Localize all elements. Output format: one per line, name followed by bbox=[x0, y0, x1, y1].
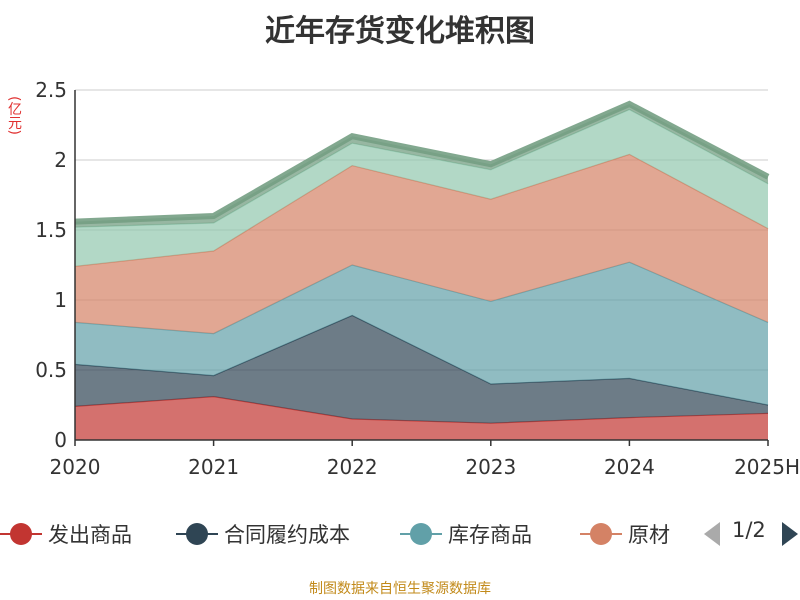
y-tick-label: 2.5 bbox=[35, 78, 67, 102]
legend-item[interactable]: 原材 bbox=[580, 516, 670, 552]
series-line-6 bbox=[74, 100, 770, 225]
legend-marker-icon bbox=[176, 516, 218, 552]
series-line-2 bbox=[74, 314, 769, 406]
x-tick-label: 2020 bbox=[50, 455, 101, 479]
legend-page-indicator: 1/2 bbox=[732, 518, 766, 542]
y-tick-label: 0.5 bbox=[35, 358, 67, 382]
x-tick-label: 2025H bbox=[734, 455, 800, 479]
legend-pager: 1/2 bbox=[700, 516, 800, 552]
legend-marker-icon bbox=[580, 516, 622, 552]
legend-label: 发出商品 bbox=[48, 523, 132, 547]
source-note: 制图数据来自恒生聚源数据库 bbox=[309, 581, 491, 597]
y-tick-label: 1 bbox=[54, 288, 67, 312]
x-tick-label: 2024 bbox=[604, 455, 655, 479]
series-area-2 bbox=[75, 315, 768, 424]
series-area-4 bbox=[75, 154, 768, 334]
y-axis-unit: (亿元) bbox=[6, 96, 22, 135]
series-area-1 bbox=[75, 396, 768, 440]
legend-label: 原材 bbox=[628, 523, 670, 547]
series-area-5 bbox=[75, 109, 768, 267]
legend-item[interactable]: 合同履约成本 bbox=[176, 516, 350, 552]
series-line-3 bbox=[74, 261, 769, 335]
x-tick-label: 2023 bbox=[465, 455, 516, 479]
y-tick-label: 2 bbox=[54, 148, 67, 172]
series-area-3 bbox=[75, 262, 768, 405]
legend-prev-icon[interactable] bbox=[704, 522, 720, 546]
x-tick-label: 2022 bbox=[327, 455, 378, 479]
legend-label: 合同履约成本 bbox=[224, 523, 350, 547]
y-tick-label: 0 bbox=[54, 428, 67, 452]
chart-plot: 0 0.5 1 1.5 2 2.5 2020 2021 2022 2023 2024 2025H bbox=[35, 78, 800, 479]
legend-marker-icon bbox=[0, 516, 42, 552]
legend: 发出商品 合同履约成本 库存商品 原材 bbox=[0, 516, 690, 552]
legend-item[interactable]: 库存商品 bbox=[400, 516, 532, 552]
legend-next-icon[interactable] bbox=[782, 522, 798, 546]
legend-label: 库存商品 bbox=[448, 523, 532, 547]
chart-title: 近年存货变化堆积图 bbox=[265, 14, 535, 49]
x-tick-label: 2021 bbox=[188, 455, 239, 479]
y-tick-label: 1.5 bbox=[35, 218, 67, 242]
legend-marker-icon bbox=[400, 516, 442, 552]
legend-item[interactable]: 发出商品 bbox=[0, 516, 132, 552]
